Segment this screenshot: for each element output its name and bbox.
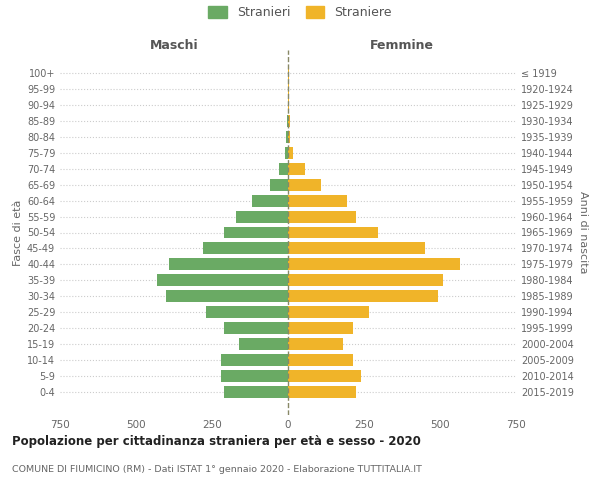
Bar [288, 370, 361, 382]
Y-axis label: Anni di nascita: Anni di nascita [578, 191, 588, 274]
Bar [288, 274, 443, 286]
Bar [251, 194, 288, 206]
Bar [285, 146, 288, 158]
Bar [224, 226, 288, 238]
Bar [288, 338, 343, 350]
Bar [288, 386, 356, 398]
Bar [286, 130, 288, 142]
Bar [288, 66, 289, 78]
Legend: Stranieri, Straniere: Stranieri, Straniere [208, 6, 392, 19]
Bar [288, 322, 353, 334]
Bar [239, 338, 288, 350]
Bar [157, 274, 288, 286]
Bar [288, 306, 368, 318]
Text: COMUNE DI FIUMICINO (RM) - Dati ISTAT 1° gennaio 2020 - Elaborazione TUTTITALIA.: COMUNE DI FIUMICINO (RM) - Dati ISTAT 1°… [12, 465, 422, 474]
Bar [224, 386, 288, 398]
Bar [287, 114, 288, 126]
Bar [270, 178, 288, 190]
Bar [221, 370, 288, 382]
Bar [288, 162, 305, 174]
Bar [288, 146, 293, 158]
Bar [288, 290, 439, 302]
Text: Popolazione per cittadinanza straniera per età e sesso - 2020: Popolazione per cittadinanza straniera p… [12, 435, 421, 448]
Bar [288, 210, 356, 222]
Bar [221, 354, 288, 366]
Bar [166, 290, 288, 302]
Text: Maschi: Maschi [149, 39, 199, 52]
Bar [288, 242, 425, 254]
Bar [288, 82, 289, 94]
Bar [236, 210, 288, 222]
Bar [279, 162, 288, 174]
Bar [224, 322, 288, 334]
Bar [288, 194, 347, 206]
Bar [288, 258, 460, 270]
Bar [288, 178, 322, 190]
Bar [288, 226, 377, 238]
Bar [288, 130, 290, 142]
Text: Femmine: Femmine [370, 39, 434, 52]
Bar [288, 98, 289, 110]
Bar [203, 242, 288, 254]
Bar [206, 306, 288, 318]
Y-axis label: Fasce di età: Fasce di età [13, 200, 23, 266]
Bar [288, 114, 290, 126]
Bar [169, 258, 288, 270]
Bar [288, 354, 353, 366]
